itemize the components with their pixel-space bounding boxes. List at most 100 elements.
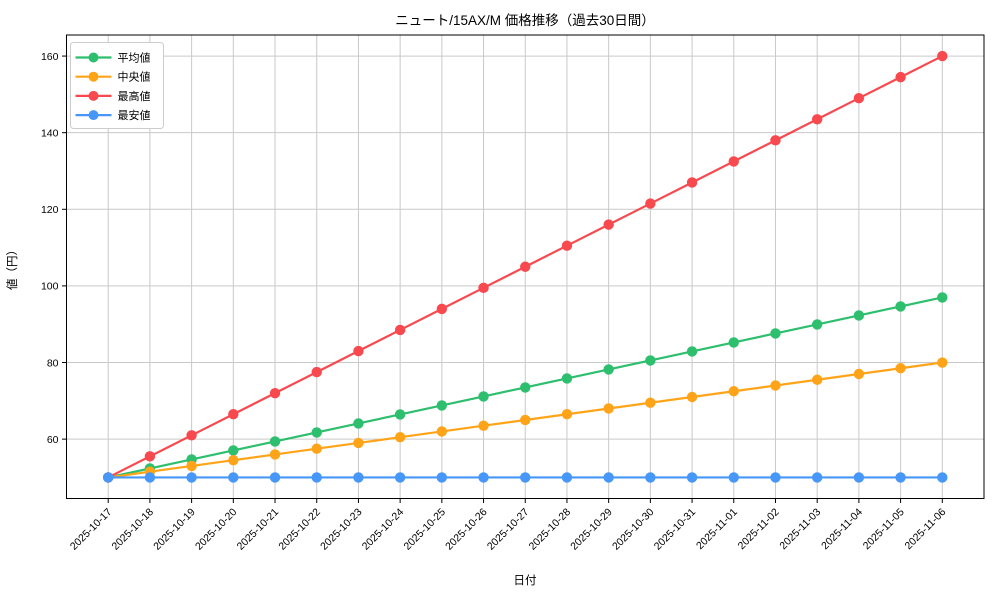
x-tick-label: 2025-10-22 (276, 506, 323, 553)
data-point-median (853, 368, 865, 380)
data-point-highest (895, 71, 906, 83)
data-point-highest (770, 135, 781, 146)
x-tick-label: 2025-10-30 (610, 506, 657, 553)
chart-title: ニュート/15AX/M 価格推移（過去30日間） (395, 13, 655, 28)
data-point-median (311, 443, 322, 454)
x-axis-label: 日付 (514, 574, 537, 587)
data-point-lowest (603, 472, 614, 483)
data-point-median (561, 409, 573, 420)
data-point-lowest (561, 472, 573, 483)
data-point-median (937, 357, 948, 368)
data-point-average (770, 328, 781, 339)
data-point-lowest (144, 472, 156, 483)
data-point-lowest (186, 472, 197, 483)
data-point-lowest (811, 472, 823, 483)
y-tick-label: 120 (41, 204, 59, 216)
legend-marker-highest (88, 90, 99, 101)
data-point-highest (311, 366, 322, 378)
x-tick-label: 2025-11-04 (819, 506, 865, 552)
data-point-average (728, 337, 739, 348)
x-tick-label: 2025-11-02 (736, 506, 782, 552)
series-layer (103, 50, 948, 483)
x-tick-label: 2025-10-25 (401, 506, 448, 553)
data-point-lowest (436, 472, 448, 483)
data-point-highest (394, 324, 406, 336)
y-tick-label: 60 (47, 434, 59, 446)
y-tick-label: 100 (41, 281, 59, 293)
data-point-average (937, 292, 948, 303)
data-point-highest (853, 93, 865, 104)
data-point-highest (937, 50, 948, 62)
data-point-highest (645, 198, 656, 209)
x-tick-label: 2025-11-03 (777, 506, 823, 552)
legend-marker-average (88, 52, 99, 63)
data-point-average (228, 445, 239, 456)
legend-label-average: 平均値 (118, 52, 151, 65)
y-axis-label: 値（円） (6, 244, 19, 290)
data-point-highest (269, 387, 281, 399)
data-point-highest (686, 177, 698, 188)
data-point-median (520, 414, 531, 426)
data-point-highest (144, 451, 156, 462)
data-point-lowest (353, 472, 364, 483)
x-tick-label: 2025-10-26 (443, 506, 490, 553)
data-point-lowest (311, 472, 322, 483)
data-point-lowest (770, 472, 781, 483)
data-point-lowest (645, 472, 656, 483)
data-point-highest (228, 409, 239, 420)
data-point-median (353, 437, 364, 449)
legend-label-lowest: 最安値 (118, 108, 151, 122)
x-tick-label: 2025-11-01 (694, 506, 740, 552)
data-point-average (520, 382, 531, 393)
data-point-average (353, 418, 364, 429)
data-point-median (269, 449, 281, 460)
data-point-average (269, 436, 281, 447)
x-tick-label: 2025-11-05 (861, 506, 907, 552)
data-point-average (811, 319, 823, 330)
x-tick-label: 2025-10-17 (68, 506, 115, 553)
x-tick-label: 2025-10-27 (485, 506, 532, 553)
data-point-highest (478, 282, 489, 294)
data-point-lowest (394, 472, 406, 483)
y-tick-label: 80 (47, 357, 59, 369)
data-point-lowest (478, 472, 489, 483)
legend-marker-median (88, 71, 99, 82)
data-point-lowest (228, 472, 239, 483)
data-point-lowest (269, 472, 281, 483)
data-point-average (686, 346, 698, 357)
data-point-median (686, 391, 698, 403)
data-point-average (603, 364, 614, 375)
x-tick-label: 2025-10-29 (568, 506, 615, 553)
x-tick-label: 2025-10-24 (360, 506, 407, 553)
legend-box (70, 42, 164, 129)
y-tick-label: 140 (41, 127, 59, 139)
data-point-lowest (520, 472, 531, 483)
data-point-average (436, 400, 448, 411)
legend-label-highest: 最高値 (118, 89, 151, 103)
x-tick-label: 2025-10-28 (527, 506, 574, 553)
y-tick-label: 160 (41, 51, 59, 63)
x-tick-label: 2025-10-18 (110, 506, 157, 553)
data-point-median (645, 397, 656, 408)
data-point-median (811, 374, 823, 385)
legend-marker-lowest (88, 110, 99, 121)
data-point-lowest (937, 472, 948, 483)
data-point-average (394, 409, 406, 420)
grid-layer (66, 35, 984, 499)
data-point-median (186, 460, 197, 472)
data-point-highest (603, 219, 614, 230)
x-tick-label: 2025-10-21 (235, 506, 282, 553)
data-point-highest (436, 303, 448, 315)
data-point-average (645, 355, 656, 366)
data-point-highest (186, 430, 197, 441)
data-point-median (770, 380, 781, 391)
data-point-median (603, 403, 614, 414)
data-point-median (436, 426, 448, 437)
x-tick-label: 2025-10-20 (193, 506, 240, 553)
data-point-highest (728, 156, 739, 167)
data-point-median (394, 432, 406, 443)
x-tick-label: 2025-10-23 (318, 506, 365, 553)
